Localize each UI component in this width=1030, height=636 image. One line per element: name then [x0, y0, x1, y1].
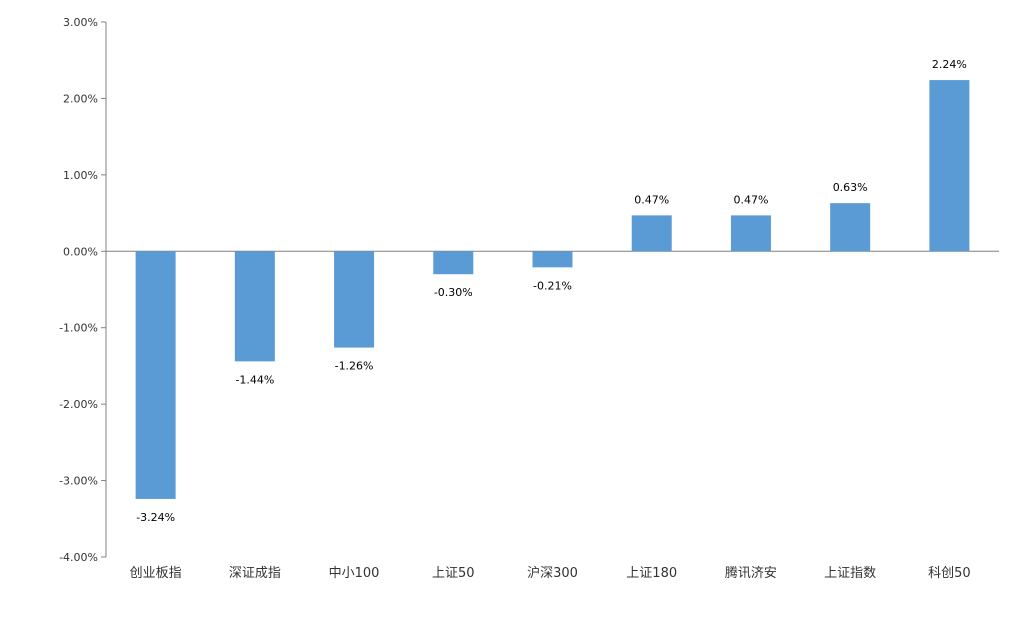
data-label: -1.44% — [235, 373, 274, 386]
category-label: 中小100 — [329, 566, 380, 581]
category-label: 科创50 — [928, 566, 971, 581]
bar — [532, 251, 573, 268]
bar — [433, 251, 474, 275]
data-label: -1.26% — [335, 360, 374, 373]
bar — [135, 251, 176, 499]
data-label: 2.24% — [932, 58, 967, 71]
y-tick-label: -1.00% — [59, 322, 98, 335]
y-tick-label: 3.00% — [63, 16, 98, 29]
category-label: 上证180 — [626, 566, 677, 581]
bar — [334, 251, 375, 348]
y-tick-label: 0.00% — [63, 245, 98, 258]
y-tick-label: 1.00% — [63, 169, 98, 182]
bar — [730, 215, 771, 252]
data-label: -0.30% — [434, 286, 473, 299]
bar — [234, 251, 275, 362]
data-label: 0.47% — [634, 193, 669, 206]
data-label: -3.24% — [136, 511, 175, 524]
category-labels: 创业板指 深证成指 中小100 上证50 沪深300 上证180 腾讯济安 上证指数 科创50 — [130, 565, 971, 581]
data-label: -0.21% — [533, 279, 572, 292]
y-tick-label: -3.00% — [59, 475, 98, 488]
bars — [135, 80, 970, 499]
y-tick-label: 2.00% — [63, 92, 98, 105]
category-label: 沪深300 — [527, 565, 578, 581]
y-axis: 3.00% 2.00% 1.00% 0.00% -1.00% -2.00% -3.00% -4… — [59, 16, 107, 564]
category-label: 创业板指 — [130, 566, 182, 581]
data-label: 0.63% — [833, 181, 868, 194]
data-label: 0.47% — [733, 193, 768, 206]
category-label: 腾讯济安 — [725, 565, 777, 581]
category-label: 上证指数 — [824, 566, 876, 581]
y-tick-label: -2.00% — [59, 398, 98, 411]
bar — [830, 203, 871, 252]
bar — [631, 215, 672, 252]
category-label: 深证成指 — [229, 566, 281, 581]
category-label: 上证50 — [432, 566, 475, 581]
y-tick-label: -4.00% — [59, 551, 98, 564]
data-labels: -3.24% -1.44% -1.26% -0.30% -0.21% 0.47% 0.47%… — [136, 58, 967, 524]
bar — [929, 80, 970, 252]
